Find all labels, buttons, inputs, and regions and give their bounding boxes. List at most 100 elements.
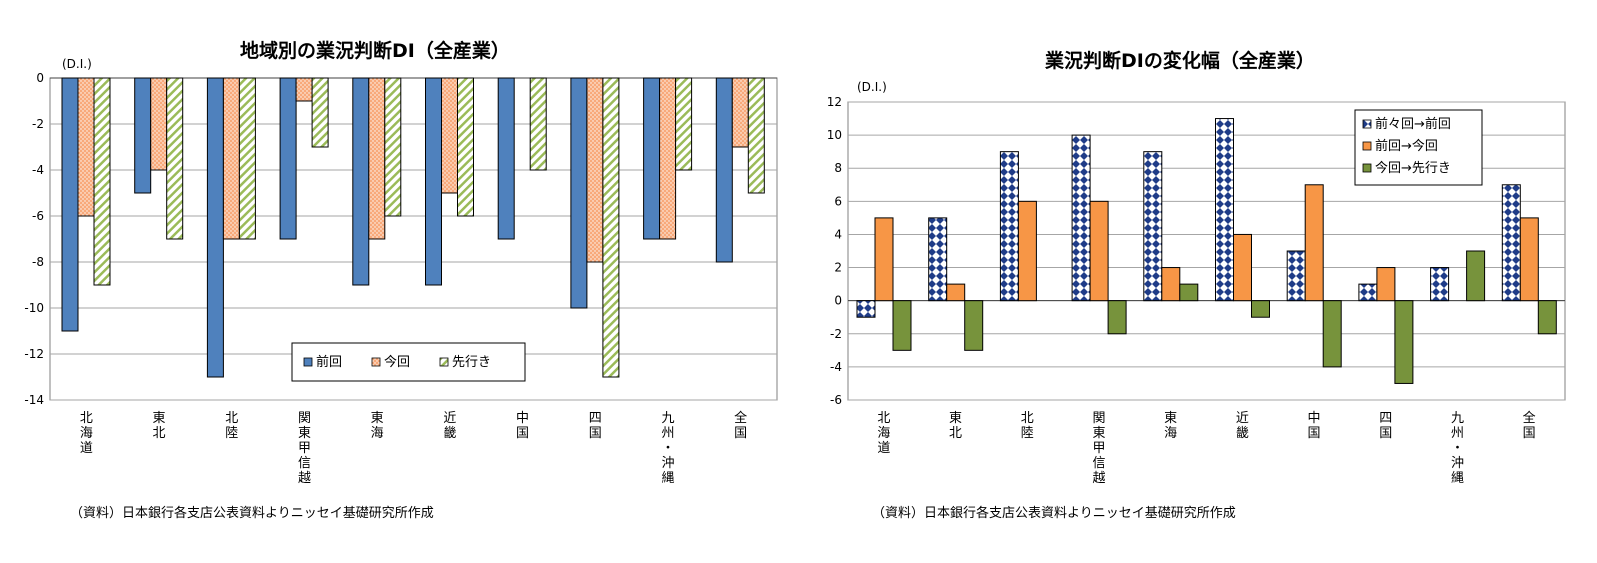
bar-先行き-近畿 [457,77,474,217]
y-tick-label: -8 [32,255,44,269]
bar-今回-北海道 [77,77,95,217]
y-tick-label: -10 [24,301,44,315]
x-category-label: 全国 [1523,410,1536,441]
y-tick-label: -6 [32,209,44,223]
legend-swatch [371,357,381,367]
x-category-label: 近畿 [443,411,456,441]
bar-前回→今回-北陸 [1017,200,1037,302]
legend [1354,109,1483,186]
bar-前々回→前回-北海道 [856,300,876,318]
bar-前回→今回-東海 [1161,267,1181,302]
bar-前々回→前回-四国 [1358,283,1378,302]
bar-前々回→前回-近畿 [1215,118,1234,302]
x-category-label: 北陸 [225,411,238,441]
bar-前々回→前回-東海 [1143,151,1163,302]
bar-前回→今回-中国 [1304,184,1324,302]
x-category-label: 北海道 [877,411,890,456]
bar-前回-近畿 [425,77,442,286]
y-tick-label: 0 [36,71,44,85]
bar-前々回→前回-東北 [928,217,948,302]
legend-label: 前回→今回 [1375,138,1438,154]
y-tick-label: -2 [830,327,842,341]
bar-前回-全国 [715,77,733,263]
legend-swatch [1362,141,1372,151]
x-category-label: 東北 [949,410,962,441]
bar-先行き-北陸 [238,77,256,240]
x-category-label: 関東甲信越 [1092,411,1105,486]
bar-前回→今回-関東甲信越 [1089,200,1109,302]
chart-svg: 12 10 8 6 4 2 0 -2 -4 -6 北海道 東北 北陸 関東甲信越 東海 近畿 中国 四国 九州・沖縄… [827,95,1566,486]
x-category-label: 九州・沖縄 [661,411,674,486]
y-axis-unit: (D.I.) [857,80,887,94]
legend-swatch [1362,163,1372,173]
x-category-label: 四国 [589,411,602,441]
legend-label: 今回 [384,354,410,370]
bar-前々回→前回-北陸 [999,151,1019,302]
x-category-label: 関東甲信越 [298,411,311,486]
y-tick-label: -2 [32,117,44,131]
bar-今回-東北 [150,77,168,171]
legend-label: 先行き [452,355,491,370]
y-axis-unit: (D.I.) [62,57,92,71]
y-tick-label: 10 [827,128,842,142]
bar-先行き-四国 [602,77,620,378]
x-category-label: 四国 [1379,411,1392,441]
bar-前回→今回-全国 [1519,217,1539,302]
bar-今回→先行き-中国 [1322,300,1342,368]
chart-title: 業況判断DIの変化幅（全産業） [1045,50,1315,72]
bar-先行き-北海道 [93,77,111,286]
bar-前々回→前回-全国 [1501,184,1521,302]
legend [291,342,526,382]
bar-今回-九州・沖縄 [659,77,677,240]
bar-前回-九州・沖縄 [643,77,661,240]
bar-前回-関東甲信越 [279,77,297,240]
bar-前回-東海 [352,77,370,286]
bar-先行き-全国 [747,77,765,194]
x-category-label: 北陸 [1021,411,1034,441]
bar-今回-近畿 [441,77,458,194]
bar-今回→先行き-四国 [1394,300,1414,384]
chart-svg: 0 -2 -4 -6 -8 -10 -12 -14 北海道 東北 北陸 関東甲信越 東海 近畿 中国 四国 九州… [24,71,778,486]
bar-今回→先行き-北海道 [892,300,912,351]
bar-先行き-九州・沖縄 [675,77,693,171]
x-category-label: 東北 [153,410,166,441]
y-tick-label: 12 [827,95,842,109]
y-tick-label: -4 [830,360,842,374]
bar-前々回→前回-九州・沖縄 [1430,267,1450,302]
source-note: （資料）日本銀行各支店公表資料よりニッセイ基礎研究所作成 [872,506,1236,521]
bar-前回-中国 [497,77,515,240]
bar-前々回→前回-中国 [1286,250,1306,302]
legend-label: 今回→先行き [1375,160,1451,176]
y-tick-label: 4 [834,227,842,241]
bar-先行き-東海 [384,77,402,217]
bar-前回→今回-四国 [1376,267,1396,302]
legend-label: 前回 [316,354,342,370]
bar-前々回→前回-関東甲信越 [1071,134,1091,302]
bar-今回-関東甲信越 [295,77,313,102]
x-category-label: 中国 [1308,411,1321,441]
y-tick-label: 8 [834,161,842,175]
bar-前回→今回-近畿 [1233,233,1252,302]
y-tick-label: 2 [834,261,842,275]
bar-先行き-関東甲信越 [311,77,329,148]
x-category-label: 中国 [516,411,529,441]
bar-今回→先行き-関東甲信越 [1107,300,1127,335]
x-category-label: 北海道 [80,411,93,456]
x-category-label: 全国 [734,410,747,441]
y-tick-label: -6 [830,393,842,407]
bar-今回-四国 [586,77,604,263]
chart-panel-regional-di: 地域別の業況判断DI（全産業） (D.I.) 0 -2 -4 -6 -8 -10 -12 -1… [24,40,778,521]
y-tick-label: -14 [24,393,44,407]
bar-前回-東北 [134,77,152,194]
bar-前回→今回-東北 [946,283,966,302]
legend-label: 前々回→前回 [1375,116,1451,132]
bar-今回→先行き-東海 [1179,283,1199,302]
bar-今回→先行き-近畿 [1251,300,1270,318]
x-category-label: 東海 [371,410,384,441]
x-category-label: 東海 [1164,410,1177,441]
chart-panel-di-change: 業況判断DIの変化幅（全産業） (D.I.) 12 10 8 6 4 2 0 -2 -4 -6 北海… [800,0,1597,563]
bar-前回-北海道 [61,77,79,332]
bar-前回-四国 [570,77,588,309]
source-note: （資料）日本銀行各支店公表資料よりニッセイ基礎研究所作成 [70,506,434,521]
bar-今回-北陸 [222,77,240,240]
